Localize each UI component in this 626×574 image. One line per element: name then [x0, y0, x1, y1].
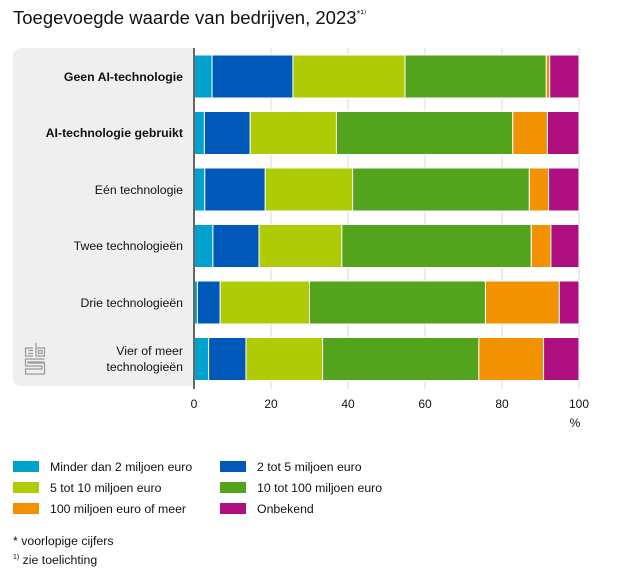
bar-segment [219, 280, 310, 325]
category-label: Geen AI-technologie [63, 69, 183, 84]
bar-segment [193, 54, 213, 99]
chart-notes: * voorlopige cijfers 1) zie toelichting [13, 533, 113, 568]
bar-segment [309, 280, 486, 325]
bar-segment [193, 337, 210, 381]
bar-segment [546, 111, 580, 155]
category-label: Eén technologie [94, 182, 183, 197]
bars [193, 54, 580, 381]
bar-segment [549, 54, 580, 99]
cbs-logo-icon [24, 343, 46, 375]
bar-segment [245, 337, 324, 381]
bar-segment [484, 280, 560, 325]
legend-label: Onbekend [257, 502, 314, 516]
legend-swatch [220, 503, 246, 514]
legend-label: 100 miljoen euro of meer [50, 502, 187, 516]
bar-segment [211, 54, 294, 99]
bar-segment [292, 54, 406, 99]
legend-label: 5 tot 10 miljoen euro [50, 481, 162, 495]
legend-swatch [220, 461, 246, 472]
x-tick-label: 100 [569, 397, 589, 411]
bar-segment [322, 337, 480, 381]
x-tick-label: 60 [418, 397, 432, 411]
category-label: Twee technologieën [73, 239, 183, 253]
x-tick-label: 80 [495, 397, 509, 411]
legend-swatch [13, 503, 39, 514]
bar-segment [208, 337, 247, 381]
legend-item: Minder dan 2 miljoen euro [13, 459, 192, 475]
bar-segment [196, 280, 221, 325]
bar-segment [548, 167, 580, 212]
x-axis-unit-label: % [570, 416, 581, 430]
bar-segment [530, 224, 552, 268]
bar-segment [204, 167, 266, 212]
x-tick-label: 20 [264, 397, 278, 411]
bar-segment [543, 337, 580, 381]
category-label: Drie technologieën [80, 295, 183, 310]
category-label-panel [13, 48, 194, 386]
bar-segment [558, 280, 580, 325]
bar-segment [550, 224, 580, 268]
bar-row [193, 111, 580, 155]
bar-row [193, 337, 580, 381]
chart-title: Toegevoegde waarde van bedrijven, 2023*¹… [13, 7, 366, 29]
bar-row [193, 280, 580, 325]
bar-row [193, 224, 580, 268]
legend-swatch [220, 482, 246, 493]
bar-segment [512, 111, 548, 155]
legend-swatch [13, 461, 39, 472]
bar-segment [335, 111, 514, 155]
legend-item: 2 tot 5 miljoen euro [220, 459, 362, 475]
bar-row [193, 54, 580, 99]
bar-row [193, 167, 580, 212]
gridlines [270, 48, 580, 389]
bar-segment [528, 167, 550, 212]
category-label: AI-technologie gebruikt [45, 126, 183, 140]
legend-item: 5 tot 10 miljoen euro [13, 480, 161, 496]
provisional-note: * voorlopige cijfers [13, 534, 114, 548]
legend-item: Onbekend [220, 501, 314, 517]
legend-item: 10 tot 100 miljoen euro [220, 480, 382, 496]
x-tick-label: 0 [191, 397, 198, 411]
chart-title-text: Toegevoegde waarde van bedrijven, 2023 [13, 7, 357, 28]
legend-swatch [13, 482, 39, 493]
bar-segment [404, 54, 547, 99]
footnote: 1) zie toelichting [13, 550, 113, 569]
legend-label: 10 tot 100 miljoen euro [257, 481, 383, 495]
bar-segment [341, 224, 532, 268]
bar-segment [212, 224, 260, 268]
legend-label: Minder dan 2 miljoen euro [50, 460, 193, 474]
footnote-text: zie toelichting [19, 552, 98, 567]
bar-segment [249, 111, 337, 155]
bar-segment [258, 224, 343, 268]
category-label: Vier of meer technologieën [106, 344, 183, 374]
bar-segment [545, 54, 551, 99]
bar-segment [352, 167, 530, 212]
legend-item: 100 miljoen euro of meer [13, 501, 186, 517]
bar-segment [193, 224, 214, 268]
footnote-marker: 1) [13, 553, 20, 561]
x-axis-tick-labels: 0 20 40 60 80 100 [191, 397, 590, 411]
bar-segment [193, 167, 206, 212]
legend-label: 2 tot 5 miljoen euro [257, 460, 362, 474]
bar-segment [264, 167, 354, 212]
bar-segment [478, 337, 545, 381]
title-footnote-marker: *¹⁾ [356, 9, 367, 20]
bar-segment [203, 111, 251, 155]
x-tick-label: 40 [341, 397, 355, 411]
bar-segment [193, 111, 205, 155]
